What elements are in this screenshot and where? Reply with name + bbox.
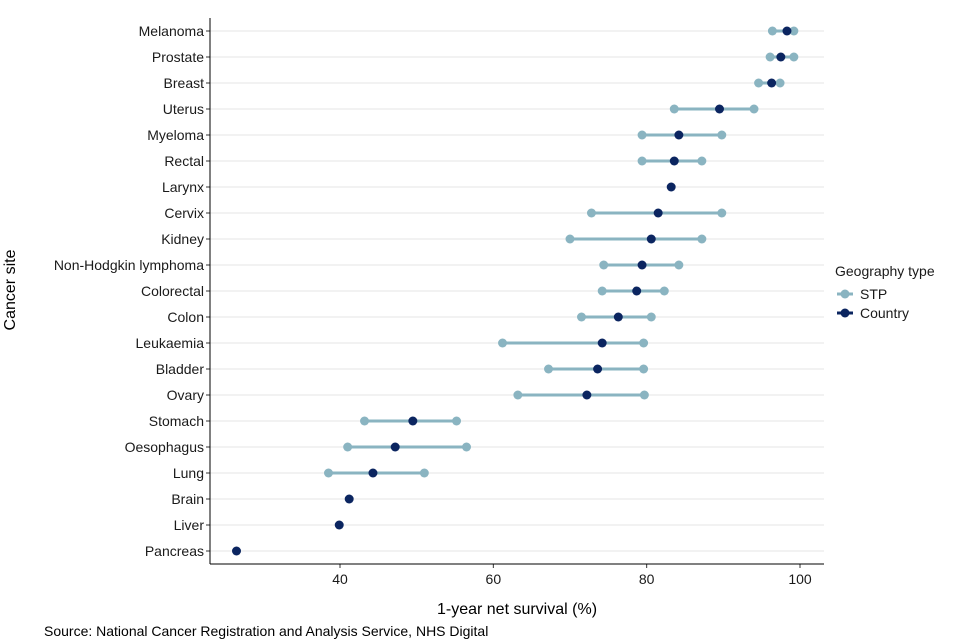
y-tick-label: Bladder (156, 361, 205, 377)
stp-min-point (599, 260, 609, 270)
stp-min-point (669, 104, 679, 114)
country-point (782, 26, 792, 36)
stp-max-point (717, 130, 727, 140)
x-tick-labels: 40 60 80 100 (332, 571, 812, 587)
country-point (593, 364, 603, 374)
country-point (408, 416, 418, 426)
stp-min-point (343, 442, 353, 452)
stp-max-point (749, 104, 759, 114)
y-tick-label: Prostate (152, 49, 204, 65)
stp-min-point (637, 156, 647, 166)
stp-max-point (659, 286, 669, 296)
y-tick-label: Non-Hodgkin lymphoma (54, 257, 204, 273)
stp-min-point (637, 130, 647, 140)
stp-max-point (462, 442, 471, 452)
country-point (390, 442, 400, 452)
stp-max-point (697, 156, 707, 166)
country-point (232, 546, 241, 556)
stp-min-point (360, 416, 370, 426)
y-tick-label: Pancreas (145, 543, 204, 559)
stp-max-point (646, 312, 656, 322)
country-point (666, 182, 676, 192)
y-tick-label: Cervix (164, 205, 204, 221)
country-point (674, 130, 684, 140)
y-tick-label: Brain (171, 491, 204, 507)
stp-min-point (577, 312, 586, 322)
stp-max-point (775, 78, 785, 88)
x-tick-label: 100 (788, 571, 812, 587)
country-point (669, 156, 679, 166)
country-point (597, 338, 607, 348)
y-tick-label: Liver (174, 517, 205, 533)
marks-layer (232, 26, 799, 556)
x-tick-label: 40 (332, 571, 348, 587)
stp-max-point (639, 338, 649, 348)
stp-max-point (419, 468, 429, 478)
stp-min-point (586, 208, 596, 218)
stp-max-point (789, 26, 799, 36)
legend-key-point (840, 289, 850, 299)
y-tick-labels: Melanoma Prostate Breast Uterus Myeloma Recta… (54, 23, 205, 559)
legend-label: STP (860, 286, 887, 302)
country-point (582, 390, 592, 400)
y-tick-label: Breast (164, 75, 205, 91)
stp-max-point (697, 234, 707, 244)
y-tick-label: Stomach (149, 413, 204, 429)
stp-min-point (544, 364, 554, 374)
stp-max-point (639, 390, 649, 400)
country-point (632, 286, 642, 296)
stp-min-point (324, 468, 333, 478)
y-tick-label: Melanoma (139, 23, 205, 39)
y-tick-label: Rectal (164, 153, 204, 169)
y-tick-label: Colon (167, 309, 204, 325)
y-tick-label: Myeloma (147, 127, 204, 143)
y-tick-label: Lung (173, 465, 204, 481)
stp-max-point (717, 208, 727, 218)
y-tick-label: Ovary (167, 387, 204, 403)
country-point (334, 520, 344, 530)
stp-min-point (565, 234, 575, 244)
stp-max-point (452, 416, 462, 426)
country-point (653, 208, 663, 218)
legend-title: Geography type (835, 263, 935, 279)
y-axis-title: Cancer site (2, 249, 19, 330)
country-point (715, 104, 724, 114)
country-point (368, 468, 378, 478)
x-tick-label: 80 (639, 571, 655, 587)
legend-label: Country (860, 305, 909, 321)
legend: STP Country (837, 286, 909, 321)
stp-min-point (754, 78, 764, 88)
x-tick-label: 60 (486, 571, 502, 587)
legend-key-point (840, 308, 850, 318)
x-axis-title: 1-year net survival (%) (437, 601, 597, 618)
y-tick-label: Oesophagus (125, 439, 204, 455)
stp-min-point (513, 390, 523, 400)
y-tick-label: Colorectal (141, 283, 204, 299)
country-point (613, 312, 623, 322)
stp-max-point (674, 260, 684, 270)
source-caption: Source: National Cancer Registration and… (44, 623, 488, 639)
country-point (344, 494, 354, 504)
y-tick-label: Leukaemia (136, 335, 205, 351)
grid-layer (206, 30, 824, 568)
country-point (767, 78, 777, 88)
y-tick-label: Uterus (163, 101, 204, 117)
stp-max-point (639, 364, 649, 374)
y-tick-label: Kidney (161, 231, 204, 247)
stp-min-point (765, 52, 775, 62)
stp-min-point (597, 286, 607, 296)
country-point (776, 52, 786, 62)
country-point (637, 260, 647, 270)
stp-max-point (789, 52, 799, 62)
stp-min-point (498, 338, 508, 348)
country-point (646, 234, 656, 244)
y-tick-label: Larynx (162, 179, 204, 195)
stp-min-point (767, 26, 777, 36)
